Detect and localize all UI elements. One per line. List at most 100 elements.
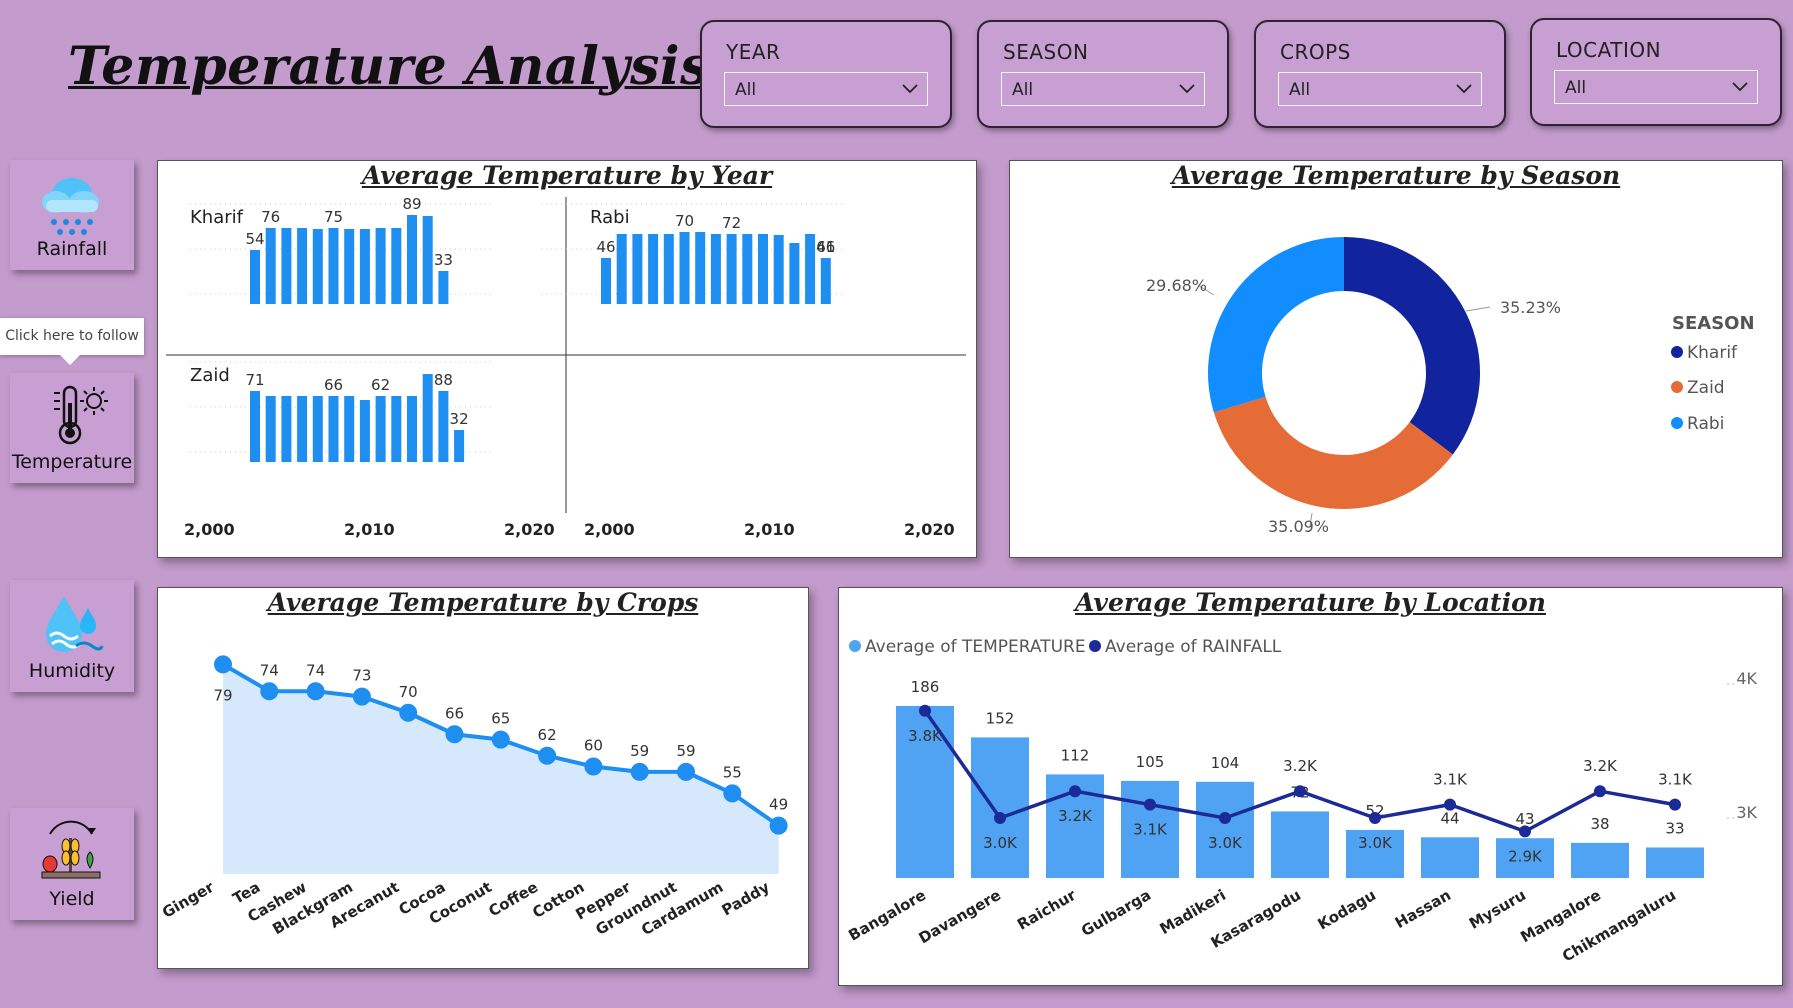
season-dropdown-value: All (1012, 80, 1034, 100)
crops-dropdown[interactable]: All (1278, 72, 1482, 106)
location-bar (1571, 842, 1629, 878)
crops-point (306, 682, 325, 701)
temperature-by-crops-panel: Average Temperature by Crops 79 Ginger 74 T… (157, 587, 809, 969)
crops-data-label: 73 (352, 667, 371, 685)
nav-rainfall-button[interactable]: Rainfall (10, 160, 134, 270)
crops-slicer[interactable]: CROPS All (1254, 20, 1506, 128)
year-data-label: 62 (371, 376, 390, 394)
legend-label-rabi[interactable]: Rabi (1687, 414, 1724, 434)
year-bar (438, 391, 449, 462)
year-data-label: 54 (245, 230, 264, 248)
legend-marker-rabi (1671, 417, 1683, 429)
temperature-by-crops-title: Average Temperature by Crops (267, 588, 699, 617)
donut-label-kharif: 35.23% (1500, 298, 1561, 317)
rainfall-point (919, 704, 931, 717)
location-category-label: Kodagu (1315, 886, 1379, 934)
year-bar (375, 228, 386, 304)
legend-label-zaid[interactable]: Zaid (1687, 378, 1725, 398)
humidity-drop-icon (46, 596, 104, 652)
year-slicer[interactable]: YEAR All (700, 20, 952, 128)
temperature-by-year-chart: Kharif Rabi Zaid 2,000 2,010 2,020 2,000… (166, 195, 966, 539)
temperature-by-crops-chart: 79Ginger74Tea74Cashew73Blackgram70Arecan… (159, 655, 788, 939)
rainfall-data-label: 3.0K (1358, 834, 1393, 852)
year-bar (312, 229, 323, 304)
follow-link-tooltip: Click here to follow (0, 318, 144, 365)
crops-data-label: 49 (769, 796, 788, 814)
year-bar (344, 396, 355, 462)
year-bar (820, 258, 831, 304)
year-bar (710, 234, 721, 304)
year-bar (805, 234, 816, 304)
rainfall-point (1294, 785, 1306, 798)
year-bar (679, 232, 690, 304)
year-bar (695, 232, 706, 304)
year-dropdown[interactable]: All (724, 72, 928, 106)
x-tick-2010-right: 2,010 (744, 520, 795, 539)
rainfall-data-label: 3.2K (1283, 757, 1318, 775)
crops-data-label: 62 (538, 726, 557, 744)
yield-crop-icon (41, 820, 101, 879)
location-bar (1421, 837, 1479, 878)
crops-point (491, 730, 510, 749)
crops-data-label: 60 (584, 737, 603, 755)
location-slicer-label: LOCATION (1556, 38, 1662, 62)
location-category-label: Davangere (916, 886, 1004, 947)
temperature-by-year-title: Average Temperature by Year (361, 161, 773, 190)
year-data-label: 76 (261, 208, 280, 226)
location-category-label: Mysuru (1466, 886, 1529, 933)
nav-temperature-label: Temperature (11, 451, 133, 473)
chevron-down-icon (1732, 82, 1748, 92)
chevron-down-icon (1179, 84, 1195, 94)
crops-point (723, 784, 742, 803)
location-slicer[interactable]: LOCATION All (1530, 18, 1782, 126)
crops-point (769, 816, 788, 835)
year-bar (742, 234, 753, 304)
temperature-by-year-panel: Average Temperature by Year Kharif Rabi … (157, 160, 977, 558)
rainfall-point (994, 812, 1006, 824)
crops-point (260, 682, 279, 701)
year-data-label: 88 (434, 371, 453, 389)
year-bar (648, 234, 659, 304)
nav-humidity-button[interactable]: Humidity (10, 580, 134, 692)
crops-data-label: 74 (260, 661, 279, 679)
location-bar (1271, 811, 1329, 878)
thermometer-sun-icon (54, 385, 108, 445)
season-slicer[interactable]: SEASON All (977, 20, 1229, 128)
crops-point (584, 757, 603, 776)
donut-slice-rabi (1208, 237, 1344, 413)
year-data-label: 61 (816, 238, 835, 256)
nav-yield-label: Yield (49, 888, 95, 910)
legend-marker-zaid (1671, 381, 1683, 393)
nav-humidity-label: Humidity (28, 660, 116, 682)
year-data-label: 66 (324, 376, 343, 394)
facet-label-kharif: Kharif (190, 207, 244, 228)
x-tick-2020-right: 2,020 (904, 520, 955, 539)
year-bar (281, 396, 292, 462)
x-tick-2010-left: 2,010 (344, 520, 395, 539)
year-data-label: 71 (245, 371, 264, 389)
donut-label-rabi: 29.68% (1146, 276, 1207, 295)
legend-label-kharif[interactable]: Kharif (1687, 343, 1738, 363)
nav-yield-button[interactable]: Yield (10, 808, 134, 920)
location-temp-label: 186 (911, 678, 940, 696)
year-bar (297, 396, 308, 462)
crops-data-label: 66 (445, 704, 464, 722)
rain-cloud-icon (42, 178, 99, 235)
year-bar (375, 396, 386, 462)
legend-label-rainfall[interactable]: Average of RAINFALL (1105, 637, 1282, 657)
nav-temperature-button[interactable]: Temperature (10, 373, 134, 483)
temperature-by-location-chart: Average of TEMPERATURE Average of RAINFA… (845, 637, 1757, 965)
location-dropdown[interactable]: All (1554, 70, 1758, 104)
y2-tick-3k: 3K (1736, 803, 1757, 822)
location-temp-label: 43 (1515, 810, 1534, 828)
crops-area-fill (223, 664, 779, 874)
location-temp-label: 152 (986, 709, 1015, 727)
year-bar (407, 396, 417, 462)
year-bar (344, 229, 355, 304)
legend-label-temperature[interactable]: Average of TEMPERATURE (865, 637, 1086, 657)
season-dropdown[interactable]: All (1001, 72, 1205, 106)
temperature-by-season-donut: SEASON Kharif Zaid Rabi 35.23% 35.09% 29.6… (1146, 237, 1755, 536)
x-tick-2020-left: 2,020 (504, 520, 555, 539)
year-bar (359, 229, 370, 304)
year-bar (632, 234, 643, 304)
